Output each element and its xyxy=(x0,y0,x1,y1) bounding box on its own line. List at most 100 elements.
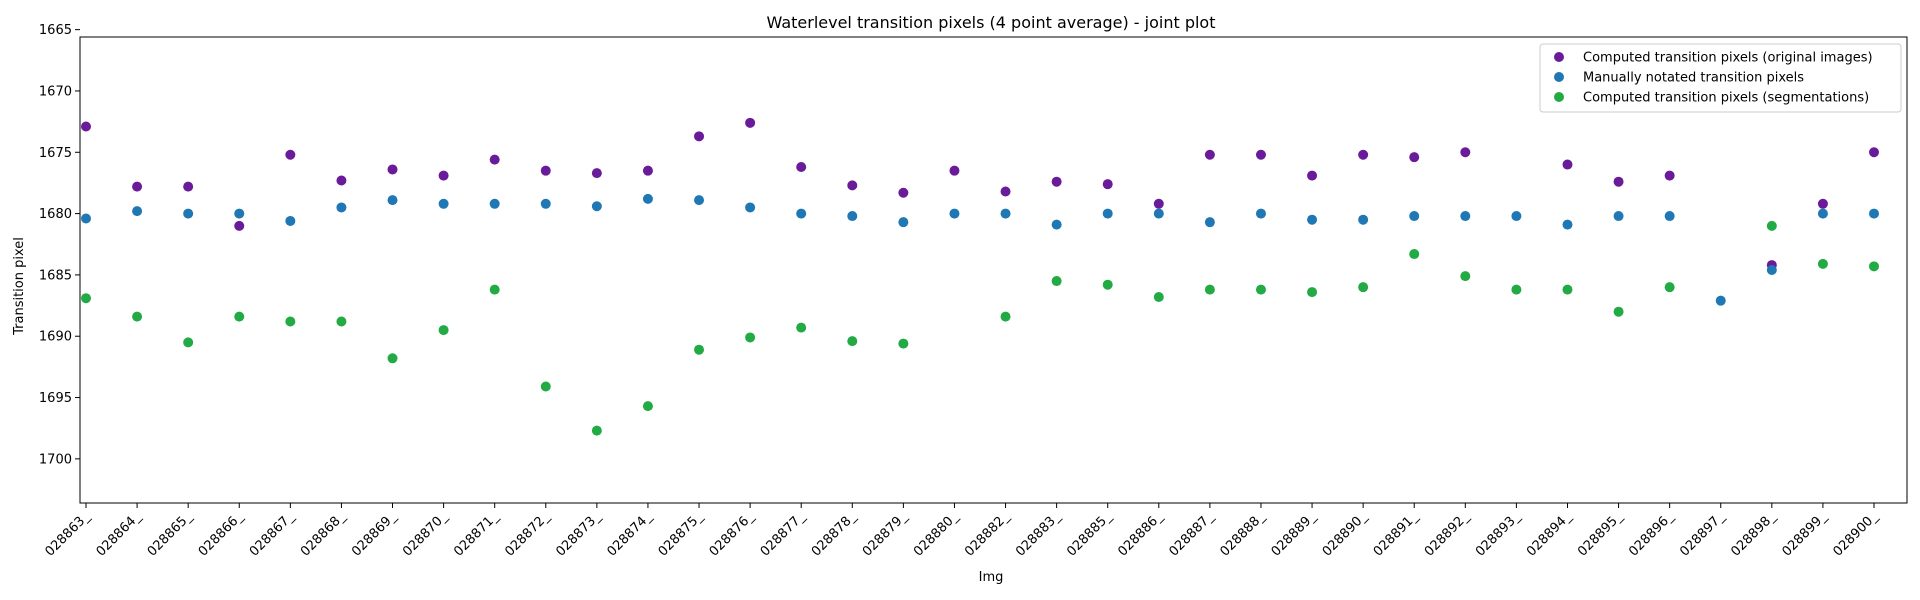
data-point xyxy=(847,180,858,191)
data-point xyxy=(591,168,602,179)
y-tick-label: 1680 xyxy=(39,207,72,222)
x-tick-label: 028874_ xyxy=(604,509,655,560)
y-tick-label: 1675 xyxy=(39,146,72,161)
data-point xyxy=(540,165,551,176)
data-point xyxy=(1153,208,1164,219)
data-point xyxy=(1664,211,1675,222)
data-point xyxy=(1358,149,1369,160)
data-point xyxy=(1715,295,1726,306)
data-point xyxy=(1613,211,1624,222)
data-point xyxy=(1869,147,1879,158)
data-point xyxy=(1307,214,1318,225)
x-tick-label: 028864_ xyxy=(94,509,145,560)
x-tick-label: 028893_ xyxy=(1473,509,1524,560)
data-point xyxy=(745,117,756,128)
data-point xyxy=(898,217,909,228)
data-point xyxy=(489,154,500,165)
data-point xyxy=(81,213,91,224)
data-point xyxy=(1869,208,1879,219)
data-point xyxy=(1000,208,1011,219)
x-tick-label: 028883_ xyxy=(1013,509,1064,560)
legend-box xyxy=(1539,43,1902,113)
x-tick-label: 028892_ xyxy=(1422,509,1473,560)
data-point xyxy=(1817,208,1828,219)
data-point xyxy=(1153,198,1164,209)
x-tick-label: 028894_ xyxy=(1524,509,1575,560)
legend-label: Manually notated transition pixels xyxy=(1583,71,1804,86)
data-point xyxy=(1817,258,1828,269)
legend-marker xyxy=(1554,72,1564,82)
x-tick-label: 028891_ xyxy=(1371,509,1422,560)
legend-marker xyxy=(1554,92,1564,102)
x-tick-label: 028871_ xyxy=(451,509,502,560)
legend-label: Computed transition pixels (segmentation… xyxy=(1583,91,1869,106)
data-point xyxy=(694,344,705,355)
x-tick-label: 028888_ xyxy=(1217,509,1268,560)
y-tick-label: 1665 xyxy=(39,23,72,38)
x-tick-label: 028890_ xyxy=(1320,509,1371,560)
x-tick-label: 028876_ xyxy=(707,509,758,560)
data-point xyxy=(1409,211,1420,222)
x-tick-label: 028877_ xyxy=(758,509,809,560)
data-point xyxy=(642,193,653,204)
data-point xyxy=(642,165,653,176)
data-point xyxy=(1102,208,1113,219)
x-tick-label: 028872_ xyxy=(502,509,553,560)
data-point xyxy=(234,311,245,322)
x-tick-label: 028882_ xyxy=(962,509,1013,560)
legend-marker xyxy=(1554,52,1564,62)
data-point xyxy=(1613,306,1624,317)
data-point xyxy=(336,175,347,186)
y-tick-label: 1685 xyxy=(39,268,72,283)
plot-frame xyxy=(79,36,1908,504)
data-point xyxy=(438,198,449,209)
series-1 xyxy=(81,117,1879,271)
data-point xyxy=(81,293,91,304)
data-point xyxy=(132,206,143,217)
data-point xyxy=(1766,220,1777,231)
data-point xyxy=(694,131,705,142)
data-point xyxy=(438,325,449,336)
data-point xyxy=(1255,208,1266,219)
data-point xyxy=(1000,311,1011,322)
data-point xyxy=(1511,211,1522,222)
x-tick-label: 028887_ xyxy=(1166,509,1217,560)
data-point xyxy=(1255,149,1266,160)
x-tick-label: 028873_ xyxy=(553,509,604,560)
data-point xyxy=(591,201,602,212)
data-point xyxy=(1204,149,1215,160)
data-point xyxy=(1051,219,1062,230)
data-point xyxy=(132,181,143,192)
data-point xyxy=(1358,282,1369,293)
data-point xyxy=(1460,147,1471,158)
data-point xyxy=(1409,152,1420,163)
data-point xyxy=(1102,279,1113,290)
series-2 xyxy=(81,193,1879,306)
data-point xyxy=(949,208,960,219)
data-point xyxy=(1307,170,1318,181)
y-tick-label: 1700 xyxy=(39,452,72,467)
data-point xyxy=(847,211,858,222)
x-tick-label: 028865_ xyxy=(145,509,196,560)
x-tick-label: 028898_ xyxy=(1728,509,1779,560)
data-point xyxy=(796,322,807,333)
data-point xyxy=(1613,176,1624,187)
data-point xyxy=(642,401,653,412)
data-point xyxy=(1358,214,1369,225)
x-tick-label: 028896_ xyxy=(1626,509,1677,560)
x-tick-label: 028895_ xyxy=(1575,509,1626,560)
data-point xyxy=(540,381,551,392)
data-point xyxy=(438,170,449,181)
x-tick-label: 028897_ xyxy=(1677,509,1728,560)
data-point xyxy=(1869,261,1879,272)
data-point xyxy=(387,195,398,206)
data-point xyxy=(1460,211,1471,222)
data-point xyxy=(183,337,194,348)
data-point xyxy=(234,208,245,219)
data-point xyxy=(183,208,194,219)
x-axis-label: Img xyxy=(979,570,1004,585)
data-point xyxy=(540,198,551,209)
data-point xyxy=(1204,284,1215,295)
data-point xyxy=(1460,271,1471,282)
data-point xyxy=(745,332,756,343)
